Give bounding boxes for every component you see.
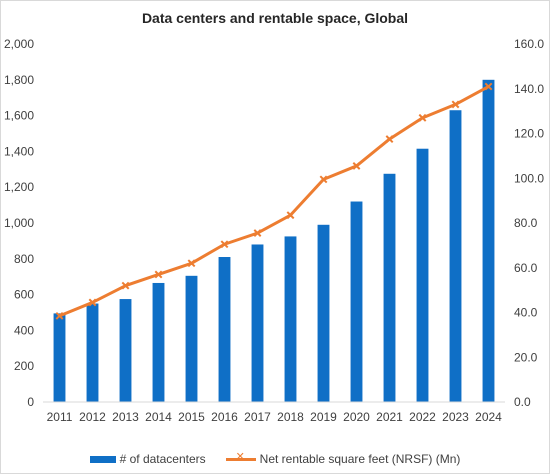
bar-2021	[383, 173, 396, 402]
y-right-tick-label: 60.0	[514, 261, 538, 275]
x-tick-label: 2015	[178, 410, 205, 424]
y-left-tick-label: 1,400	[4, 144, 34, 158]
legend-item-nrsf: Net rentable square feet (NRSF) (Mn)	[225, 450, 461, 466]
nrsf-point-2018	[286, 211, 295, 220]
legend-label-nrsf: Net rentable square feet (NRSF) (Mn)	[259, 452, 461, 466]
x-tick-label: 2013	[112, 410, 139, 424]
legend-label-datacenters: # of datacenters	[119, 452, 206, 466]
x-tick-label: 2019	[310, 410, 337, 424]
x-tick-label: 2024	[475, 410, 502, 424]
y-left-tick-label: 200	[14, 359, 34, 373]
chart-title: Data centers and rentable space, Global	[141, 10, 409, 26]
nrsf-point-2020	[352, 162, 361, 170]
bar-2023	[449, 110, 462, 402]
bars-layer	[53, 79, 495, 403]
bar-2019	[317, 224, 330, 402]
y-right-tick-label: 160.0	[514, 37, 544, 51]
nrsf-point-2015	[187, 259, 196, 268]
nrsf-point-2013	[121, 281, 130, 290]
x-tick-label: 2021	[376, 410, 403, 424]
nrsf-point-2023	[451, 100, 460, 109]
y-left-tick-label: 1,600	[4, 109, 34, 123]
y-right-tick-label: 140.0	[514, 82, 544, 96]
x-tick-label: 2016	[211, 410, 238, 424]
y-left-tick-label: 400	[14, 323, 34, 337]
bar-2022	[416, 148, 429, 402]
bar-2017	[251, 244, 264, 402]
bar-2024	[482, 79, 495, 403]
y-left-tick-label: 600	[14, 288, 34, 302]
line-layer	[55, 82, 493, 320]
bar-2011	[53, 313, 66, 402]
x-tick-label: 2011	[47, 410, 73, 424]
nrsf-point-2012	[88, 298, 97, 307]
nrsf-point-2021	[385, 135, 394, 144]
y-left-tick-label: 1,000	[4, 216, 34, 230]
bar-2014	[152, 282, 165, 402]
nrsf-point-2024	[484, 82, 493, 91]
x-tick-label: 2014	[145, 410, 172, 424]
y-right-tick-label: 80.0	[514, 216, 538, 230]
bar-2012	[86, 303, 99, 402]
bar-2013	[119, 299, 132, 402]
y-left-tick-label: 1,200	[4, 180, 34, 194]
y-right-tick-label: 20.0	[514, 350, 538, 364]
y-right-tick-label: 120.0	[514, 127, 544, 141]
y-right-tick-label: 0.0	[514, 395, 531, 409]
legend-bar-swatch	[89, 455, 116, 463]
x-tick-label: 2012	[79, 410, 106, 424]
nrsf-point-2019	[319, 175, 328, 184]
y-right-tick-label: 40.0	[514, 306, 538, 320]
nrsf-point-2017	[253, 229, 262, 237]
legend-line-swatch	[225, 450, 256, 464]
x-tick-label: 2023	[442, 410, 469, 424]
bar-2016	[218, 257, 231, 402]
x-tick-label: 2017	[244, 410, 271, 424]
ticks-layer: 0 200 400 600 800 1,000 1,200 1,400 1,600 1,800 2,…	[4, 37, 544, 424]
bar-2015	[185, 275, 198, 402]
y-left-tick-label: 800	[14, 252, 34, 266]
legend-item-datacenters: # of datacenters	[89, 452, 206, 466]
y-left-tick-label: 1,800	[4, 73, 34, 87]
nrsf-line	[58, 85, 490, 318]
y-left-tick-label: 0	[27, 395, 34, 409]
x-tick-label: 2020	[343, 410, 370, 424]
nrsf-point-2016	[220, 240, 229, 249]
nrsf-point-2011	[55, 311, 64, 320]
y-right-tick-label: 100.0	[514, 171, 544, 185]
bar-2018	[284, 236, 297, 402]
nrsf-point-2022	[418, 113, 427, 122]
nrsf-point-2014	[154, 270, 163, 279]
x-tick-label: 2018	[277, 410, 304, 424]
x-tick-label: 2022	[409, 410, 436, 424]
chart-legend: # of datacenters Net rentable square fee…	[1, 450, 549, 466]
bar-2020	[350, 201, 363, 402]
y-left-tick-label: 2,000	[4, 37, 34, 51]
